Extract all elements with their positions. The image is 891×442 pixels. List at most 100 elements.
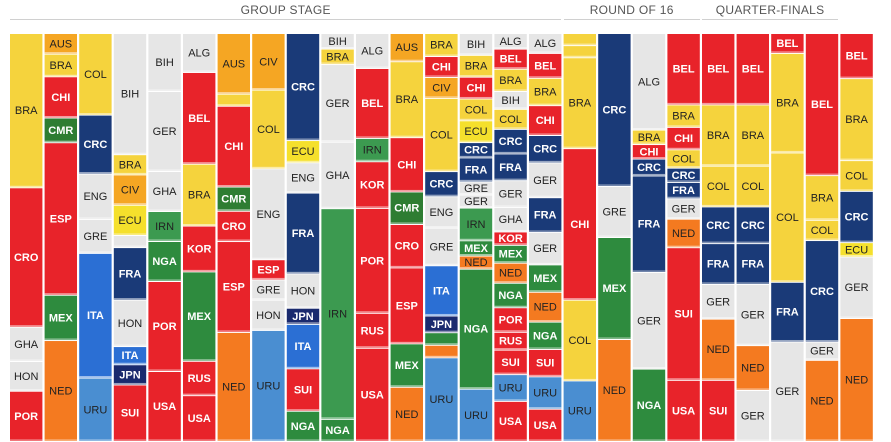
segment-ger[interactable]	[494, 181, 527, 207]
segment-eng[interactable]	[252, 169, 285, 260]
segment-col[interactable]	[667, 150, 700, 168]
segment-mex[interactable]	[598, 238, 631, 339]
segment-crc[interactable]	[840, 191, 873, 243]
segment-kor[interactable]	[183, 226, 216, 272]
segment-ned[interactable]	[840, 318, 873, 441]
segment-gre[interactable]	[79, 219, 112, 253]
segment-ita[interactable]	[79, 253, 112, 378]
segment-bra[interactable]	[529, 78, 562, 106]
segment-bra[interactable]	[459, 55, 493, 77]
segment-irn[interactable]	[148, 212, 181, 241]
segment-bra[interactable]	[702, 105, 735, 166]
segment-irn[interactable]	[459, 208, 493, 241]
segment-ned[interactable]	[805, 360, 839, 441]
segment-fra[interactable]	[771, 282, 804, 342]
segment-gha[interactable]	[148, 172, 181, 211]
segment-hon[interactable]	[10, 362, 43, 391]
segment-usa[interactable]	[356, 348, 389, 441]
segment-ger[interactable]	[459, 195, 493, 208]
segment-uru[interactable]	[252, 330, 285, 441]
segment-fra[interactable]	[667, 182, 700, 199]
segment-nga[interactable]	[286, 411, 320, 441]
segment-chi[interactable]	[459, 77, 493, 99]
segment-chi[interactable]	[425, 57, 458, 77]
segment-civ[interactable]	[252, 34, 285, 90]
segment-ecu[interactable]	[459, 121, 493, 143]
segment-eng[interactable]	[113, 235, 147, 248]
segment-bel[interactable]	[667, 34, 700, 105]
segment-nga[interactable]	[459, 269, 493, 389]
segment-mex[interactable]	[494, 245, 527, 263]
segment-mex[interactable]	[390, 344, 423, 387]
segment-chi[interactable]	[667, 127, 700, 150]
segment-col[interactable]	[840, 161, 873, 191]
segment-bra[interactable]	[217, 94, 250, 106]
segment-ger[interactable]	[736, 391, 769, 441]
segment-col[interactable]	[425, 98, 458, 172]
segment-alg[interactable]	[183, 34, 216, 72]
segment-bra[interactable]	[840, 79, 873, 161]
segment-bel[interactable]	[356, 68, 389, 138]
segment-crc[interactable]	[529, 136, 562, 163]
segment-bra[interactable]	[425, 34, 458, 57]
segment-col[interactable]	[805, 220, 839, 241]
segment-fra[interactable]	[494, 154, 527, 181]
segment-col[interactable]	[79, 34, 112, 115]
segment-ger[interactable]	[529, 233, 562, 265]
segment-ger[interactable]	[840, 257, 873, 318]
segment-uru[interactable]	[425, 358, 458, 441]
segment-bel[interactable]	[805, 34, 839, 176]
segment-sui[interactable]	[113, 385, 147, 441]
segment-ger[interactable]	[805, 342, 839, 360]
segment-eng[interactable]	[425, 197, 458, 228]
segment-aus[interactable]	[217, 34, 250, 94]
segment-bra[interactable]	[321, 49, 354, 65]
segment-gha[interactable]	[494, 207, 527, 232]
segment-mex[interactable]	[529, 265, 562, 292]
segment-chi[interactable]	[563, 149, 596, 300]
segment-crc[interactable]	[79, 115, 112, 174]
segment-gre[interactable]	[459, 182, 493, 195]
segment-hon[interactable]	[286, 274, 320, 308]
segment-col[interactable]	[459, 99, 493, 121]
segment-uru[interactable]	[529, 377, 562, 409]
segment-ned[interactable]	[736, 346, 769, 390]
segment-sui[interactable]	[529, 349, 562, 377]
segment-col[interactable]	[563, 46, 596, 58]
segment-mex[interactable]	[44, 295, 77, 341]
segment-alg[interactable]	[632, 34, 666, 130]
segment-esp[interactable]	[44, 143, 77, 295]
segment-bra[interactable]	[390, 62, 423, 138]
segment-uru[interactable]	[494, 375, 527, 401]
segment-uru[interactable]	[79, 378, 112, 441]
segment-ecu[interactable]	[840, 243, 873, 257]
segment-ned[interactable]	[529, 292, 562, 322]
segment-bih[interactable]	[148, 34, 181, 91]
segment-hon[interactable]	[252, 300, 285, 330]
segment-civ[interactable]	[425, 77, 458, 98]
segment-bra[interactable]	[632, 130, 666, 145]
segment-bel[interactable]	[702, 34, 735, 105]
segment-chi[interactable]	[529, 106, 562, 135]
segment-rus[interactable]	[494, 332, 527, 350]
segment-ned[interactable]	[494, 263, 527, 283]
segment-ita[interactable]	[286, 324, 320, 369]
segment-ger[interactable]	[667, 199, 700, 219]
segment-ita[interactable]	[113, 347, 147, 365]
segment-bel[interactable]	[840, 34, 873, 79]
segment-ned[interactable]	[667, 219, 700, 248]
segment-bra[interactable]	[183, 164, 216, 226]
segment-ger[interactable]	[736, 284, 769, 346]
segment-col[interactable]	[736, 166, 769, 207]
segment-kor[interactable]	[356, 162, 389, 208]
segment-chi[interactable]	[217, 106, 250, 187]
segment-esp[interactable]	[252, 260, 285, 280]
segment-usa[interactable]	[667, 380, 700, 441]
segment-uru[interactable]	[563, 381, 596, 441]
segment-nga[interactable]	[529, 322, 562, 349]
segment-ita[interactable]	[425, 266, 458, 316]
segment-por[interactable]	[356, 208, 389, 313]
segment-nga[interactable]	[148, 242, 181, 281]
segment-jpn[interactable]	[113, 365, 147, 385]
segment-bra[interactable]	[736, 105, 769, 166]
